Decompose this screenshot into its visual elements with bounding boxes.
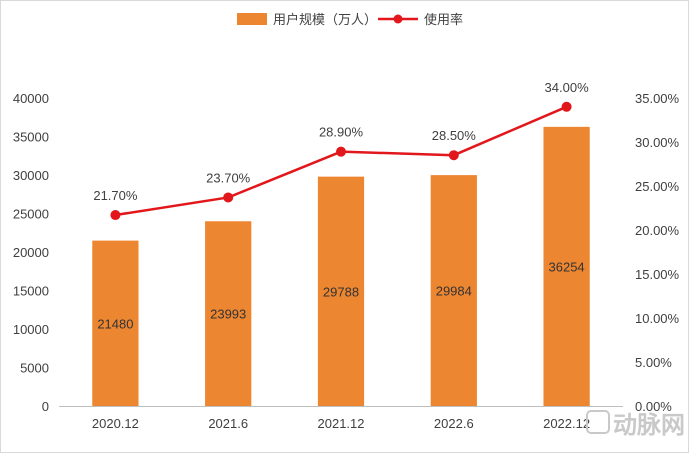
- line-point: [336, 146, 346, 157]
- y-right-tick-label: 20.00%: [635, 223, 680, 238]
- watermark: 动脉网: [586, 410, 685, 439]
- bar-data-label: 29788: [323, 284, 359, 299]
- y-left-tick-label: 0: [42, 399, 49, 414]
- legend-swatch-bar: [237, 13, 267, 25]
- line-point: [561, 101, 572, 112]
- y-left-tick-label: 40000: [13, 91, 49, 106]
- x-tick-label: 2021.12: [318, 416, 365, 431]
- y-right-tick-label: 30.00%: [635, 135, 680, 150]
- y-right-tick-label: 15.00%: [635, 267, 680, 282]
- y-right-tick-label: 10.00%: [635, 311, 680, 326]
- line-data-label: 21.70%: [93, 188, 138, 203]
- line-point: [223, 192, 234, 203]
- x-tick-label: 2021.6: [208, 416, 248, 431]
- y-left-tick-label: 35000: [13, 130, 49, 145]
- line-data-label: 23.70%: [206, 170, 251, 185]
- line-data-label: 28.50%: [432, 128, 477, 143]
- line-data-label: 28.90%: [319, 125, 364, 140]
- y-right-tick-label: 35.00%: [635, 91, 680, 106]
- line-point: [110, 210, 121, 221]
- legend: 用户规模（万人） 使用率: [237, 12, 463, 27]
- y-left-tick-label: 15000: [13, 284, 49, 299]
- x-tick-label: 2020.12: [92, 416, 139, 431]
- bar: [317, 176, 365, 406]
- y-right-tick-label: 0.00%: [635, 399, 672, 414]
- bar-data-label: 21480: [97, 316, 133, 331]
- bar: [543, 126, 590, 406]
- bar: [430, 175, 477, 406]
- bar: [92, 240, 139, 406]
- legend-label-bar: 用户规模（万人）: [273, 12, 377, 27]
- y-right-tick-label: 25.00%: [635, 179, 680, 194]
- y-left-tick-label: 20000: [13, 245, 49, 260]
- axes: 0 5000 10000 15000 20000 25000 30000 35000 40000…: [13, 91, 680, 431]
- y-left-tick-label: 25000: [13, 207, 49, 222]
- y-right-tick-label: 5.00%: [635, 355, 672, 370]
- bars: 21480 23993 29788 29984 36254: [92, 126, 590, 406]
- line-data-label: 34.00%: [545, 80, 590, 95]
- y-left-tick-label: 10000: [13, 322, 49, 337]
- legend-swatch-marker: [393, 14, 403, 24]
- bar-data-label: 36254: [549, 259, 585, 274]
- y-left-tick-label: 5000: [20, 361, 49, 376]
- bar-data-label: 29984: [436, 284, 472, 299]
- bar-data-label: 23993: [210, 307, 246, 322]
- line-point: [448, 150, 459, 161]
- watermark-text: 动脉网: [613, 412, 685, 439]
- legend-label-line: 使用率: [424, 12, 463, 27]
- x-tick-label: 2022.6: [434, 416, 474, 431]
- bar: [205, 221, 252, 406]
- line-series: 21.70% 23.70% 28.90% 28.50% 34.00%: [93, 80, 590, 221]
- x-tick-label: 2022.12: [543, 416, 590, 431]
- y-left-tick-label: 30000: [13, 168, 49, 183]
- watermark-logo-icon: [586, 410, 610, 434]
